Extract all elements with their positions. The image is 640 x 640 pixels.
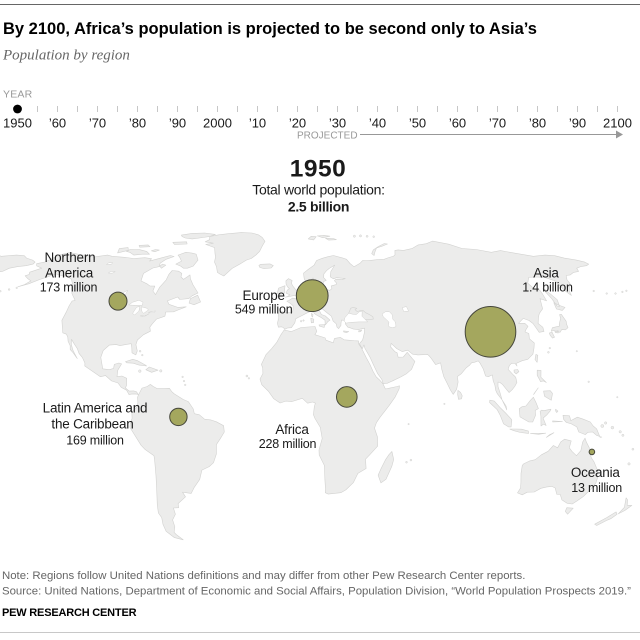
svg-text:173 million: 173 million bbox=[40, 281, 98, 295]
svg-text:YEAR: YEAR bbox=[3, 89, 33, 101]
svg-text:Total world population:: Total world population: bbox=[252, 182, 384, 198]
svg-text:PEW RESEARCH CENTER: PEW RESEARCH CENTER bbox=[2, 607, 137, 619]
svg-text:’80: ’80 bbox=[129, 116, 146, 131]
svg-text:2100: 2100 bbox=[603, 116, 632, 131]
svg-text:’90: ’90 bbox=[569, 116, 586, 131]
svg-text:169 million: 169 million bbox=[66, 434, 124, 448]
svg-text:1950: 1950 bbox=[290, 156, 347, 183]
svg-text:’80: ’80 bbox=[529, 116, 546, 131]
svg-text:1950: 1950 bbox=[3, 116, 32, 131]
svg-text:549 million: 549 million bbox=[235, 303, 293, 317]
svg-text:Latin America and: Latin America and bbox=[43, 401, 148, 416]
svg-text:Northern: Northern bbox=[45, 250, 96, 265]
svg-text:’40: ’40 bbox=[369, 116, 386, 131]
svg-text:’90: ’90 bbox=[169, 116, 186, 131]
svg-text:Note: Regions follow United Na: Note: Regions follow United Nations defi… bbox=[2, 570, 525, 582]
svg-text:’60: ’60 bbox=[49, 116, 66, 131]
svg-text:’30: ’30 bbox=[329, 116, 346, 131]
svg-text:’70: ’70 bbox=[489, 116, 506, 131]
svg-text:Oceania: Oceania bbox=[571, 465, 621, 480]
svg-text:2000: 2000 bbox=[203, 116, 232, 131]
svg-text:PROJECTED: PROJECTED bbox=[297, 131, 358, 142]
svg-text:’60: ’60 bbox=[449, 116, 466, 131]
svg-text:Population by region: Population by region bbox=[2, 48, 130, 64]
svg-text:1.4 billion: 1.4 billion bbox=[522, 281, 573, 295]
svg-text:228 million: 228 million bbox=[259, 437, 317, 451]
svg-text:By 2100, Africa’s population i: By 2100, Africa’s population is projecte… bbox=[3, 20, 537, 38]
svg-text:2.5 billion: 2.5 billion bbox=[288, 199, 349, 215]
svg-text:Source: United Nations, Depart: Source: United Nations, Department of Ec… bbox=[2, 586, 631, 598]
svg-text:13 million: 13 million bbox=[571, 481, 622, 495]
svg-text:’70: ’70 bbox=[89, 116, 106, 131]
svg-text:’20: ’20 bbox=[289, 116, 306, 131]
svg-text:America: America bbox=[45, 266, 94, 281]
svg-text:’50: ’50 bbox=[409, 116, 426, 131]
svg-text:’10: ’10 bbox=[249, 116, 266, 131]
svg-text:the Caribbean: the Caribbean bbox=[51, 417, 133, 432]
svg-text:Africa: Africa bbox=[275, 422, 309, 437]
svg-text:Asia: Asia bbox=[533, 266, 559, 281]
svg-text:Europe: Europe bbox=[243, 288, 285, 303]
